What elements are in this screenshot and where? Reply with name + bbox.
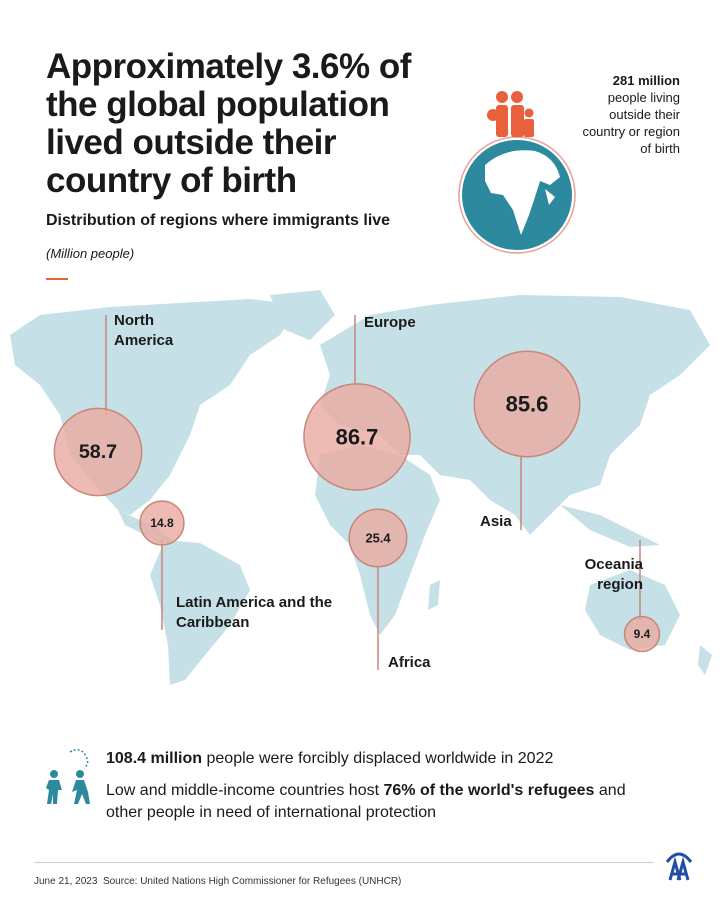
unit-label: (Million people) [46,246,135,261]
bubble-value: 25.4 [365,531,391,546]
world-map: 58.7 86.7 85.6 14.8 25.4 9.4 [10,290,712,685]
fact-displaced: 108.4 million people were forcibly displ… [106,748,666,770]
new-zealand-landmass [698,645,712,675]
bubble [53,407,143,497]
bubble [348,508,408,568]
accent-divider [46,278,68,280]
bubble [473,350,581,458]
region-label: Asia [480,513,512,530]
fact-hosting: Low and middle-income countries host 76%… [106,780,666,824]
total-stat: 281 million people living outside their … [580,72,680,157]
region-label: Europe [364,314,416,331]
fact-hosting-pre: Low and middle-income countries host [106,782,384,799]
total-stat-value: 281 million [612,73,680,88]
footer-date: June 21, 2023 [34,876,98,887]
madagascar-landmass [428,580,440,610]
subtitle: Distribution of regions where immigrants… [46,212,391,229]
fact-displaced-value: 108.4 million [106,750,203,767]
region-label: Latin America and the Caribbean [176,594,333,631]
footer-source: Source: United Nations High Commissioner… [102,876,402,887]
total-stat-text: people living outside their country or r… [582,90,680,156]
bubble [623,615,661,653]
bubbles: 58.7 86.7 85.6 14.8 25.4 9.4 [53,315,661,670]
south-america-landmass [150,540,250,685]
fact-displaced-text: people were forcibly displaced worldwide… [202,750,554,767]
bubble-value: 58.7 [79,441,117,463]
bubble-value: 85.6 [506,392,549,417]
footer-divider [34,862,654,863]
bubble-value: 14.8 [150,516,174,530]
bubble-value: 9.4 [634,627,651,641]
fact-hosting-value: 76% of the world's refugees [383,782,595,799]
bubble [139,500,185,546]
footer: June 21, 2023 Source: United Nations Hig… [34,876,401,887]
region-label: North America [114,312,174,349]
anadolu-agency-logo [665,852,693,881]
region-label: Africa [388,654,431,671]
page-title: Approximately 3.6% of the global populat… [46,47,411,200]
bubble [303,383,411,491]
facts: 108.4 million people were forcibly displ… [106,748,666,834]
refugees-walking-icon [46,749,90,804]
globe-family-icon [458,91,576,254]
bubble-value: 86.7 [336,425,379,450]
greenland-landmass [270,290,335,340]
region-label: Oceania region [584,556,643,593]
fact-hosting-post: and other people in need of internationa… [106,782,626,821]
southeast-asia-islands [560,505,660,547]
